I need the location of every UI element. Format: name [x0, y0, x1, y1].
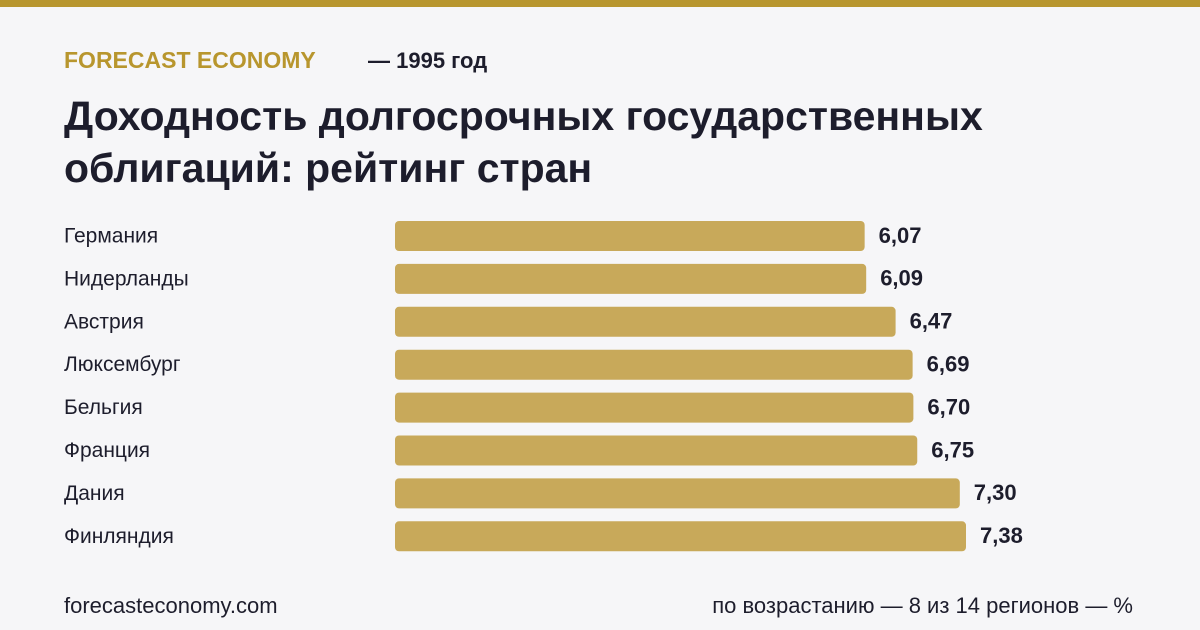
value-label: 7,30: [974, 480, 1017, 505]
bar: [395, 478, 960, 509]
value-label: 6,47: [910, 309, 953, 334]
value-label: 7,38: [980, 523, 1023, 548]
bar: [395, 349, 913, 380]
bar: [395, 221, 865, 251]
category-label: Бельгия: [64, 396, 143, 419]
value-label: 6,70: [927, 394, 970, 419]
category-label: Нидерланды: [64, 267, 189, 290]
subtitle: — 1995 год: [368, 48, 488, 73]
category-label: Франция: [64, 439, 150, 462]
value-label: 6,75: [931, 437, 974, 462]
category-label: Финляндия: [64, 525, 174, 548]
top-bar: [0, 0, 1200, 7]
category-label: Люксембург: [64, 353, 181, 376]
source: forecasteconomy.com: [64, 593, 278, 618]
bar: [395, 435, 918, 466]
bar: [395, 306, 896, 337]
category-label: Германия: [64, 225, 158, 248]
bar: [395, 263, 867, 294]
value-label: 6,09: [880, 266, 923, 291]
value-label: 6,69: [927, 352, 970, 377]
bar: [395, 521, 966, 552]
note: по возрастанию — 8 из 14 регионов — %: [712, 593, 1133, 618]
value-label: 6,07: [879, 223, 922, 248]
chart-title: Доходность долгосрочных государственных …: [64, 93, 983, 191]
category-label: Австрия: [64, 310, 144, 333]
brand: FORECAST ECONOMY: [64, 47, 316, 73]
category-label: Дания: [64, 482, 125, 505]
bar: [395, 392, 914, 423]
